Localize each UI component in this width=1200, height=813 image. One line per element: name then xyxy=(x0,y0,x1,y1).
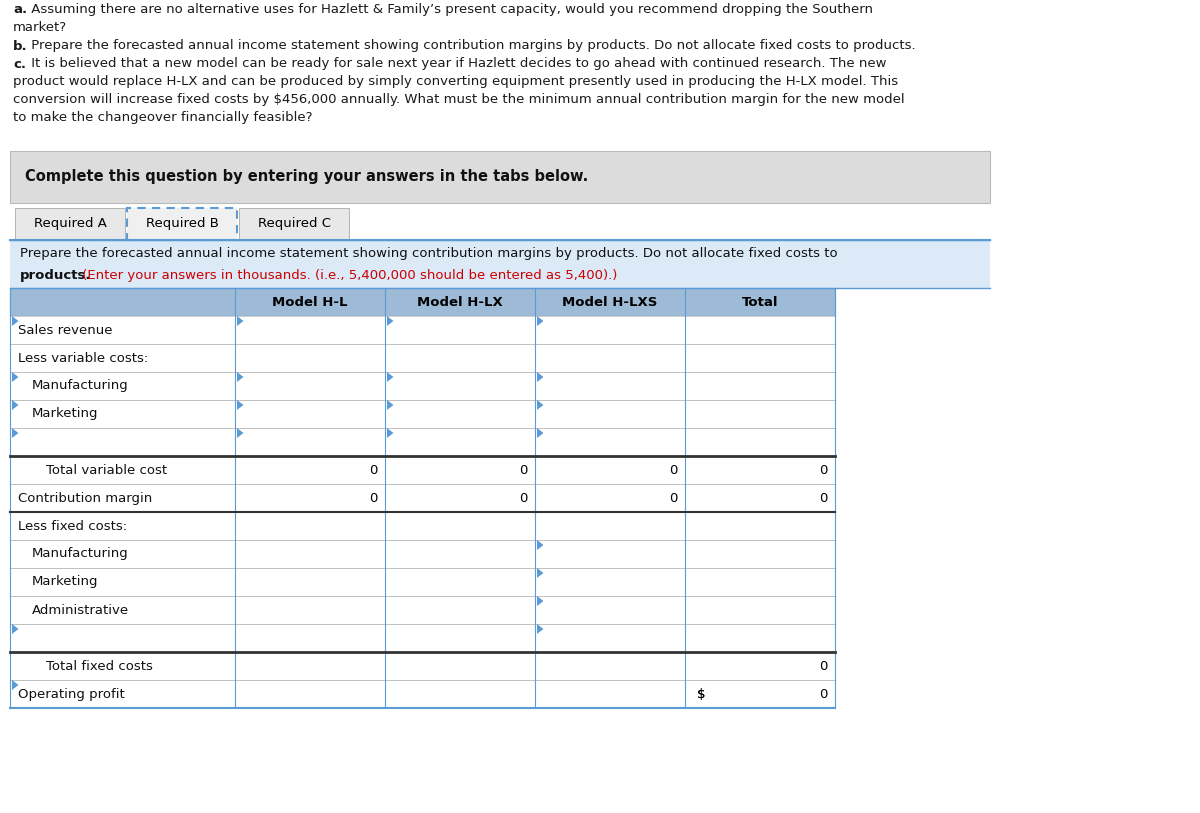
Polygon shape xyxy=(12,428,18,438)
Text: Contribution margin: Contribution margin xyxy=(18,492,152,505)
Text: 0: 0 xyxy=(368,492,377,505)
Polygon shape xyxy=(12,316,18,326)
Bar xyxy=(10,568,835,596)
Bar xyxy=(10,316,835,344)
Polygon shape xyxy=(538,428,544,438)
Bar xyxy=(10,680,835,708)
Polygon shape xyxy=(238,428,244,438)
Bar xyxy=(10,151,990,203)
Text: Manufacturing: Manufacturing xyxy=(32,380,128,393)
Text: 0: 0 xyxy=(518,492,527,505)
Polygon shape xyxy=(538,540,544,550)
Text: Prepare the forecasted annual income statement showing contribution margins by p: Prepare the forecasted annual income sta… xyxy=(20,247,838,260)
Text: 0: 0 xyxy=(368,463,377,476)
Polygon shape xyxy=(386,428,394,438)
Text: Model H-LX: Model H-LX xyxy=(418,295,503,308)
Text: Complete this question by entering your answers in the tabs below.: Complete this question by entering your … xyxy=(25,169,588,185)
Bar xyxy=(10,624,835,652)
Polygon shape xyxy=(386,372,394,382)
Text: Total: Total xyxy=(742,295,779,308)
Bar xyxy=(10,456,835,484)
Text: Manufacturing: Manufacturing xyxy=(32,547,128,560)
Text: market?: market? xyxy=(13,21,67,34)
Text: Operating profit: Operating profit xyxy=(18,688,125,701)
Text: Sales revenue: Sales revenue xyxy=(18,324,113,337)
Bar xyxy=(127,208,238,240)
Text: 0: 0 xyxy=(818,492,827,505)
Text: Total fixed costs: Total fixed costs xyxy=(46,659,152,672)
Polygon shape xyxy=(538,624,544,634)
Text: $: $ xyxy=(697,688,706,701)
Polygon shape xyxy=(386,400,394,410)
Polygon shape xyxy=(238,400,244,410)
Text: 0: 0 xyxy=(818,463,827,476)
Polygon shape xyxy=(12,680,18,690)
Bar xyxy=(10,428,835,456)
Text: 0: 0 xyxy=(818,688,827,701)
Text: a.: a. xyxy=(13,3,28,16)
Text: product would replace H-LX and can be produced by simply converting equipment pr: product would replace H-LX and can be pr… xyxy=(13,76,898,89)
Text: It is believed that a new model can be ready for sale next year if Hazlett decid: It is believed that a new model can be r… xyxy=(28,58,887,71)
Bar xyxy=(10,288,835,316)
Bar xyxy=(10,512,835,540)
Bar xyxy=(10,344,835,372)
Polygon shape xyxy=(538,568,544,578)
Polygon shape xyxy=(12,624,18,634)
Text: Less variable costs:: Less variable costs: xyxy=(18,351,149,364)
Text: c.: c. xyxy=(13,58,26,71)
Bar xyxy=(10,484,835,512)
Polygon shape xyxy=(538,372,544,382)
Text: conversion will increase fixed costs by $456,000 annually. What must be the mini: conversion will increase fixed costs by … xyxy=(13,93,905,107)
Text: Model H-L: Model H-L xyxy=(272,295,348,308)
Text: (Enter your answers in thousands. (i.e., 5,400,000 should be entered as 5,400).): (Enter your answers in thousands. (i.e.,… xyxy=(78,268,618,281)
Text: Prepare the forecasted annual income statement showing contribution margins by p: Prepare the forecasted annual income sta… xyxy=(28,40,916,53)
Text: Required B: Required B xyxy=(145,218,218,231)
Text: 0: 0 xyxy=(518,463,527,476)
Text: Marketing: Marketing xyxy=(32,407,98,420)
Text: products.: products. xyxy=(20,268,91,281)
Bar xyxy=(10,652,835,680)
Polygon shape xyxy=(538,316,544,326)
Text: Total variable cost: Total variable cost xyxy=(46,463,167,476)
Text: Less fixed costs:: Less fixed costs: xyxy=(18,520,127,533)
Text: $: $ xyxy=(697,688,706,701)
Bar xyxy=(14,208,125,240)
Bar xyxy=(127,208,238,240)
Bar xyxy=(10,400,835,428)
Bar xyxy=(10,240,990,288)
Text: Model H-LXS: Model H-LXS xyxy=(563,295,658,308)
Polygon shape xyxy=(238,372,244,382)
Polygon shape xyxy=(238,316,244,326)
Text: 0: 0 xyxy=(668,463,677,476)
Text: Marketing: Marketing xyxy=(32,576,98,589)
Text: 0: 0 xyxy=(668,492,677,505)
Bar xyxy=(10,540,835,568)
Text: b.: b. xyxy=(13,40,28,53)
Bar xyxy=(10,596,835,624)
Text: Required A: Required A xyxy=(34,218,107,231)
Text: Assuming there are no alternative uses for Hazlett & Family’s present capacity, : Assuming there are no alternative uses f… xyxy=(28,3,874,16)
Polygon shape xyxy=(538,400,544,410)
Polygon shape xyxy=(538,596,544,606)
Text: 0: 0 xyxy=(818,659,827,672)
Polygon shape xyxy=(12,400,18,410)
Bar xyxy=(10,372,835,400)
Bar xyxy=(239,208,349,240)
Text: Required C: Required C xyxy=(258,218,330,231)
Polygon shape xyxy=(12,372,18,382)
Text: Administrative: Administrative xyxy=(32,603,130,616)
Text: to make the changeover financially feasible?: to make the changeover financially feasi… xyxy=(13,111,312,124)
Polygon shape xyxy=(386,316,394,326)
